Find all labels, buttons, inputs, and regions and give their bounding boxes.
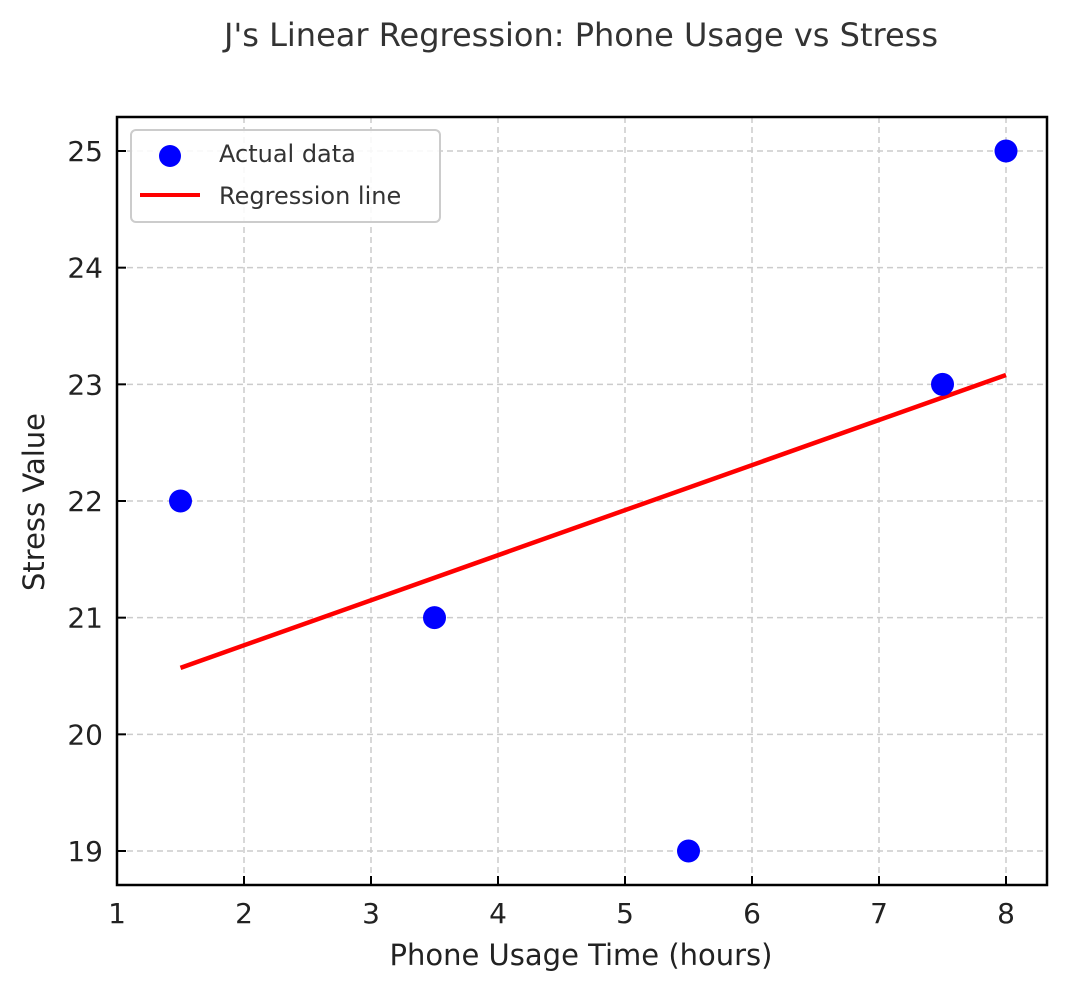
x-tick-label: 5 — [616, 897, 634, 930]
y-tick-label: 23 — [67, 368, 103, 401]
y-axis-label: Stress Value — [17, 413, 51, 591]
y-tick-label: 22 — [67, 485, 103, 518]
grid-lines — [117, 117, 1047, 885]
legend: Actual data Regression line — [130, 129, 441, 223]
legend-label-actual: Actual data — [219, 140, 356, 168]
legend-box — [130, 129, 441, 223]
x-axis-label: Phone Usage Time (hours) — [390, 938, 773, 972]
regression-line — [179, 372, 1007, 670]
data-point — [677, 839, 700, 863]
y-axis-ticks: 19 20 21 22 23 24 25 — [67, 135, 126, 868]
x-tick-label: 7 — [870, 897, 888, 930]
data-point — [994, 139, 1018, 163]
data-point — [423, 606, 446, 630]
chart-title: J's Linear Regression: Phone Usage vs St… — [222, 16, 938, 54]
data-point — [169, 489, 192, 513]
data-points — [169, 139, 1018, 863]
y-tick-label: 24 — [67, 252, 103, 285]
x-tick-label: 2 — [235, 897, 253, 930]
y-tick-label: 25 — [67, 135, 103, 168]
legend-marker-scatter-icon — [159, 145, 181, 167]
y-tick-label: 21 — [67, 602, 103, 635]
x-axis-ticks: 1 2 3 4 5 6 7 8 — [108, 876, 1015, 930]
legend-label-regression: Regression line — [219, 182, 401, 210]
x-tick-label: 8 — [997, 897, 1015, 930]
x-tick-label: 1 — [108, 897, 126, 930]
x-tick-label: 3 — [362, 897, 380, 930]
regression-line-path — [179, 372, 1007, 670]
x-tick-label: 4 — [489, 897, 507, 930]
y-tick-label: 19 — [67, 835, 103, 868]
data-point — [931, 372, 954, 396]
x-tick-label: 6 — [743, 897, 761, 930]
y-tick-label: 20 — [67, 718, 103, 751]
